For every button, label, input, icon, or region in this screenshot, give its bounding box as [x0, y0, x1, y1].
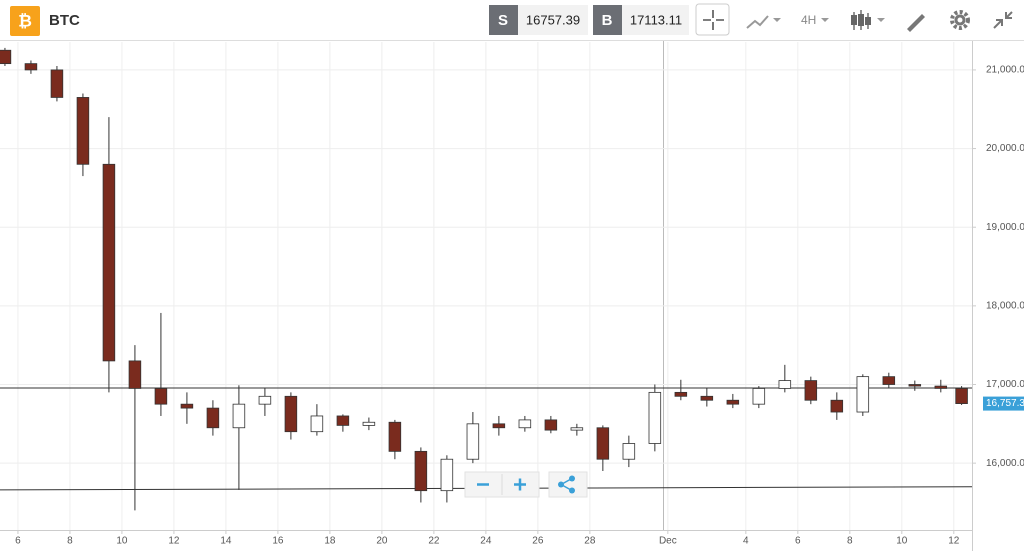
candle-body	[310, 415, 324, 433]
y-tick-label: 21,000.00	[986, 65, 1024, 76]
x-tick-label: 6	[15, 536, 21, 547]
y-tick-label: 19,000.00	[986, 222, 1024, 233]
x-tick-label: 18	[324, 536, 336, 547]
last-price-tag	[983, 396, 1024, 411]
x-tick-label: 4	[743, 536, 749, 547]
candle-body	[934, 385, 948, 389]
buy-button[interactable]: B 17113.11	[593, 5, 689, 35]
x-tick-label: 12	[948, 536, 960, 547]
symbol: BTC	[49, 12, 80, 29]
x-tick-label: 28	[584, 536, 596, 547]
x-tick-label: 14	[220, 536, 232, 547]
candle-body	[284, 395, 298, 433]
buy-price: 17113.11	[630, 12, 682, 27]
x-tick-label: 20	[376, 536, 388, 547]
x-tick-label: 24	[480, 536, 492, 547]
candle-body	[440, 458, 454, 492]
candle-body	[180, 403, 194, 409]
buy-label: B	[602, 12, 613, 29]
x-tick-label: 10	[896, 536, 908, 547]
x-tick-label: 16	[272, 536, 284, 547]
candle-body	[830, 399, 844, 413]
share-button[interactable]	[548, 471, 588, 498]
candle-body	[336, 415, 350, 426]
candle-body	[414, 450, 428, 492]
sell-label: S	[498, 12, 508, 29]
candle-body	[102, 163, 116, 362]
candle-body	[232, 403, 246, 429]
collapse-button[interactable]	[993, 11, 1013, 29]
candle-body	[50, 69, 64, 98]
candle-body	[544, 419, 558, 431]
sell-price-bg	[518, 5, 588, 35]
candle-body	[362, 421, 376, 426]
candle-body	[154, 388, 168, 405]
sell-price: 16757.39	[526, 12, 580, 27]
candle-type-button[interactable]	[851, 10, 885, 30]
x-tick-label: 26	[532, 536, 544, 547]
header: ₿ BTC S 16757.39 B 17113.11 4H	[0, 0, 1024, 41]
candle-body	[76, 97, 90, 165]
candle-body	[882, 376, 896, 385]
candle-body	[570, 427, 584, 431]
zoom-in-button[interactable]	[514, 478, 526, 491]
candle-body	[804, 380, 818, 401]
candle-body	[24, 63, 38, 71]
candle-body	[466, 423, 480, 460]
candle-body	[778, 380, 792, 389]
candle-body	[955, 388, 968, 404]
candle-body	[258, 395, 272, 405]
last-price-label: 16,757.39	[986, 398, 1024, 409]
crosshair-button[interactable]	[695, 3, 730, 36]
buy-price-bg	[622, 5, 689, 35]
sell-label-bg	[489, 5, 518, 35]
candle-body	[128, 360, 142, 389]
x-tick-label: 22	[428, 536, 440, 547]
overlay: 16,000.00 17,000.00 18,000.00 19,000.00 20,0…	[15, 65, 1024, 547]
x-tick-label: 8	[67, 536, 73, 547]
candle-body	[518, 419, 532, 429]
candle-body	[596, 427, 610, 460]
chart-style-button[interactable]	[746, 15, 781, 29]
buy-label-bg	[593, 5, 622, 35]
sell-button[interactable]: S 16757.39	[489, 5, 588, 35]
timeframe: 4H	[801, 13, 816, 27]
btc-logo	[10, 6, 40, 36]
candle-body	[908, 384, 922, 387]
candle-body	[0, 49, 12, 65]
x-tick-label: Dec	[659, 536, 677, 547]
candle-body	[726, 399, 740, 405]
x-tick-label: 10	[116, 536, 128, 547]
candle-body	[856, 376, 870, 413]
candle-body	[648, 391, 662, 444]
y-tick-label: 17,000.00	[986, 379, 1024, 390]
candle-body	[622, 443, 636, 460]
y-tick-label: 20,000.00	[986, 143, 1024, 154]
zoom-controls	[464, 471, 588, 498]
timeframe-button[interactable]: 4H	[801, 13, 829, 27]
candle-body	[700, 395, 714, 401]
settings-button[interactable]	[950, 10, 970, 30]
x-tick-label: 12	[168, 536, 180, 547]
candle-body	[674, 391, 688, 397]
candle-body	[492, 423, 506, 429]
x-tick-label: 8	[847, 536, 853, 547]
draw-tool-button[interactable]	[907, 14, 925, 32]
candle-body	[206, 407, 220, 429]
candle-body	[752, 388, 766, 405]
btc-logo-glyph: ₿	[18, 11, 32, 30]
candle-body	[388, 421, 402, 452]
y-tick-label: 18,000.00	[986, 300, 1024, 311]
x-tick-label: 6	[795, 536, 801, 547]
plot-area	[0, 42, 972, 530]
y-tick-label: 16,000.00	[986, 458, 1024, 469]
